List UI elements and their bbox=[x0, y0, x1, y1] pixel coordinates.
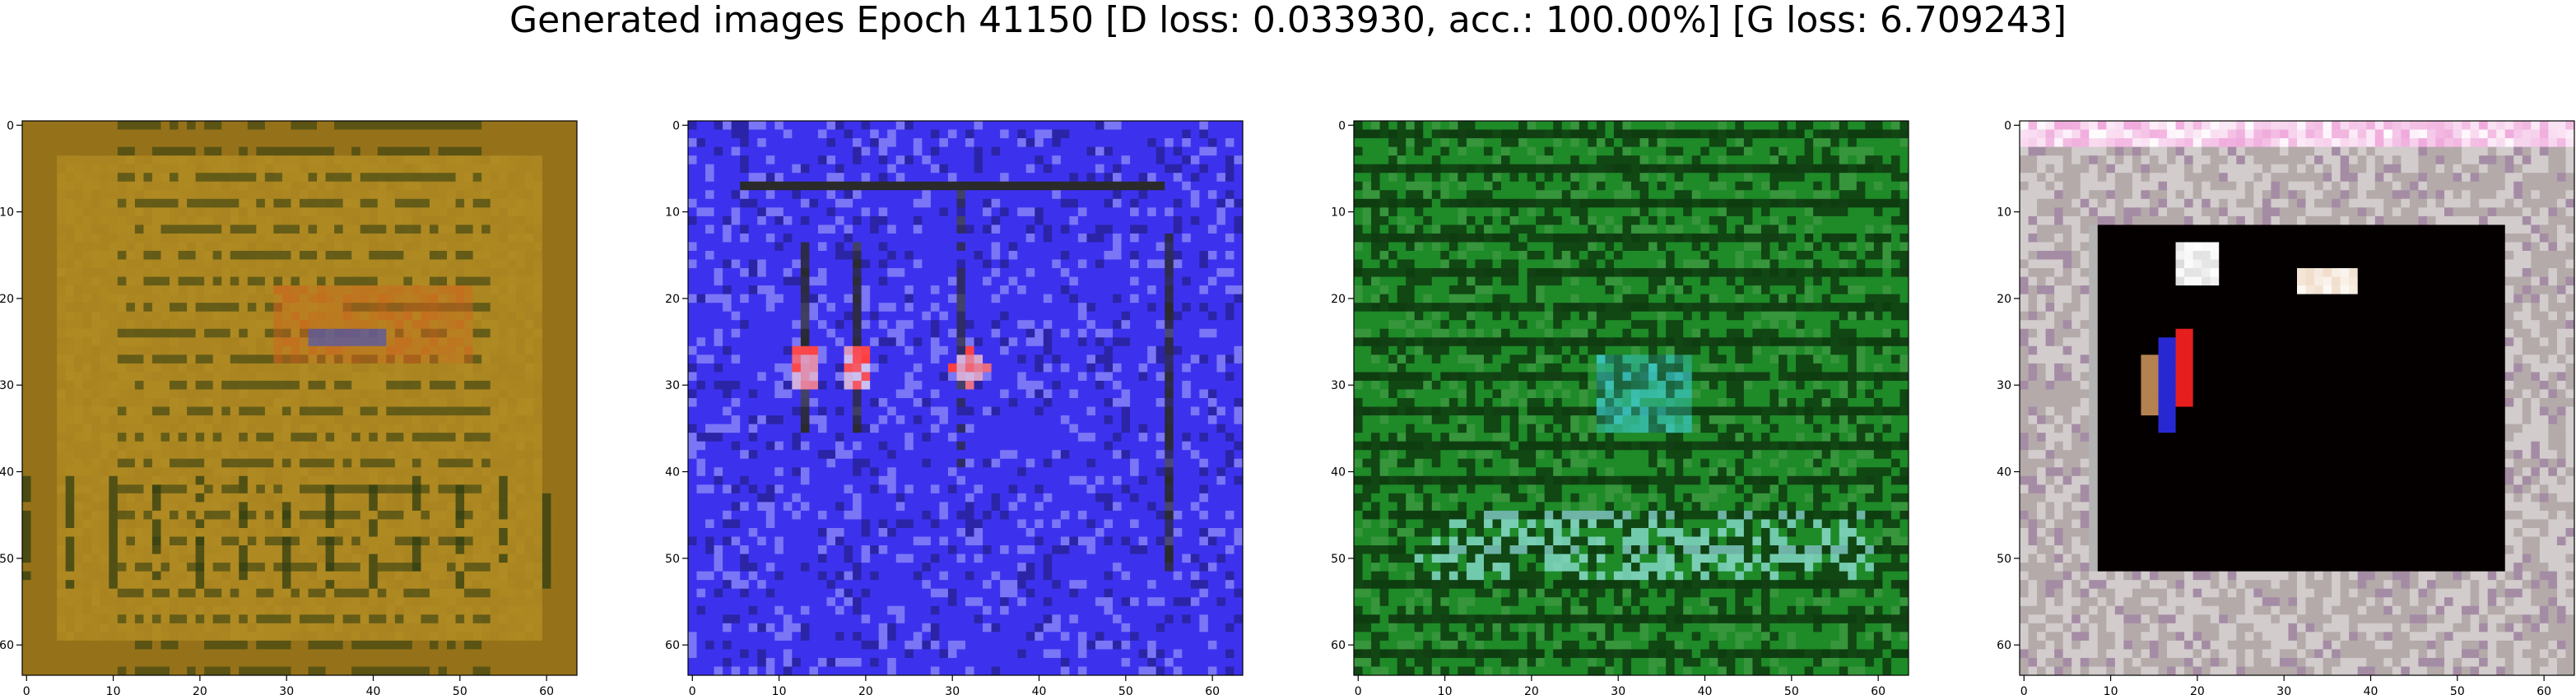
x-tick-label: 20 bbox=[1524, 685, 1539, 695]
y-tick-label: 30 bbox=[1331, 379, 1346, 392]
axes-frame-3 bbox=[1353, 120, 1909, 676]
y-tick-label: 20 bbox=[0, 293, 14, 306]
x-tick-label: 30 bbox=[945, 685, 960, 695]
x-tick-label: 10 bbox=[2104, 685, 2118, 695]
y-tick-label: 10 bbox=[1997, 206, 2011, 220]
x-tick-label: 50 bbox=[2450, 685, 2465, 695]
y-tick-label: 40 bbox=[665, 466, 680, 480]
axes-frame-2 bbox=[687, 120, 1244, 676]
y-tick-label: 50 bbox=[0, 553, 14, 566]
y-tick-label: 0 bbox=[672, 119, 680, 132]
x-tick-label: 60 bbox=[539, 685, 554, 695]
x-tick-label: 30 bbox=[279, 685, 294, 695]
x-tick-label: 30 bbox=[1611, 685, 1625, 695]
x-tick-label: 50 bbox=[1118, 685, 1133, 695]
x-tick-label: 20 bbox=[193, 685, 207, 695]
axes-frame-4 bbox=[2019, 120, 2575, 676]
y-tick-label: 40 bbox=[0, 466, 14, 480]
y-tick-label: 20 bbox=[1997, 293, 2011, 306]
x-tick-label: 40 bbox=[366, 685, 381, 695]
y-tick-label: 30 bbox=[665, 379, 680, 392]
image-panel-4: 0 10 20 30 40 50 60 0 10 20 30 40 50 60 bbox=[1997, 119, 2575, 695]
y-tick-label: 30 bbox=[1997, 379, 2011, 392]
y-tick-label: 50 bbox=[1997, 553, 2011, 566]
y-tick-label: 20 bbox=[1331, 293, 1346, 306]
x-tick-label: 40 bbox=[1032, 685, 1047, 695]
x-tick-label: 0 bbox=[689, 685, 696, 695]
x-tick-label: 50 bbox=[1784, 685, 1799, 695]
y-tick-label: 50 bbox=[665, 553, 680, 566]
x-tick-label: 60 bbox=[2536, 685, 2551, 695]
x-tick-label: 0 bbox=[2020, 685, 2028, 695]
x-tick-label: 60 bbox=[1871, 685, 1886, 695]
y-tick-label: 0 bbox=[1338, 119, 1346, 132]
y-tick-label: 60 bbox=[1331, 639, 1346, 652]
x-tick-label: 20 bbox=[2190, 685, 2205, 695]
figure-title: Generated images Epoch 41150 [D loss: 0.… bbox=[509, 0, 2067, 41]
x-tick-label: 10 bbox=[772, 685, 787, 695]
image-panel-1: 0 10 20 30 40 50 60 0 10 20 30 40 50 60 bbox=[0, 119, 578, 695]
x-tick-label: 40 bbox=[1698, 685, 1713, 695]
x-tick-label: 20 bbox=[858, 685, 873, 695]
y-tick-label: 40 bbox=[1331, 466, 1346, 480]
y-tick-label: 60 bbox=[665, 639, 680, 652]
image-pixels-1 bbox=[22, 121, 578, 676]
y-tick-label: 10 bbox=[665, 206, 680, 220]
y-tick-label: 50 bbox=[1331, 553, 1346, 566]
image-panel-3: 0 10 20 30 40 50 60 0 10 20 30 40 50 60 bbox=[1331, 119, 1909, 695]
image-panel-2: 0 10 20 30 40 50 60 0 10 20 30 40 50 60 bbox=[665, 119, 1244, 695]
x-tick-label: 30 bbox=[2276, 685, 2291, 695]
image-pixels-3 bbox=[1354, 121, 1909, 676]
y-tick-label: 10 bbox=[1331, 206, 1346, 220]
axes-frame-1 bbox=[21, 120, 578, 676]
y-tick-label: 0 bbox=[7, 119, 14, 132]
y-tick-label: 60 bbox=[1997, 639, 2011, 652]
image-pixels-4 bbox=[2020, 121, 2575, 676]
x-tick-label: 40 bbox=[2364, 685, 2378, 695]
y-tick-label: 10 bbox=[0, 206, 14, 220]
y-tick-label: 60 bbox=[0, 639, 14, 652]
y-tick-label: 40 bbox=[1997, 466, 2011, 480]
x-tick-label: 10 bbox=[1438, 685, 1453, 695]
x-tick-label: 50 bbox=[453, 685, 467, 695]
x-tick-label: 0 bbox=[23, 685, 30, 695]
x-tick-label: 10 bbox=[106, 685, 121, 695]
y-tick-label: 30 bbox=[0, 379, 14, 392]
y-tick-label: 0 bbox=[2004, 119, 2011, 132]
y-tick-label: 20 bbox=[665, 293, 680, 306]
image-pixels-2 bbox=[688, 121, 1244, 676]
x-tick-label: 0 bbox=[1355, 685, 1362, 695]
x-tick-label: 60 bbox=[1205, 685, 1220, 695]
